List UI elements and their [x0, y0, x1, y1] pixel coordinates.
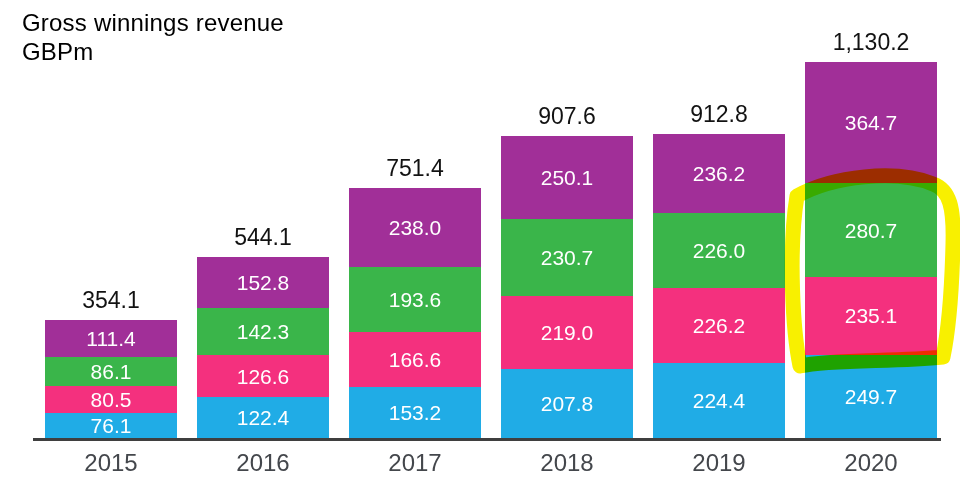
- x-axis-label-2018: 2018: [501, 449, 633, 479]
- segment-value-label: 226.0: [693, 240, 746, 261]
- bar-2017-purple-top-segment: 238.0: [349, 188, 481, 267]
- bar-2016-green-segment: 142.3: [197, 308, 329, 355]
- bar-2019-green-segment: 226.0: [653, 213, 785, 288]
- segment-value-label: 235.1: [845, 305, 898, 326]
- segment-value-label: 236.2: [693, 163, 746, 184]
- segment-value-label: 193.6: [389, 289, 442, 310]
- bar-2018-green-segment: 230.7: [501, 219, 633, 296]
- total-label-2020: 1,130.2: [805, 28, 937, 56]
- bar-2016-blue-bottom-segment: 122.4: [197, 397, 329, 438]
- segment-value-label: 166.6: [389, 349, 442, 370]
- segment-value-label: 142.3: [237, 321, 290, 342]
- total-label-2015: 354.1: [45, 286, 177, 314]
- bar-2019-pink-segment: 226.2: [653, 288, 785, 363]
- total-label-2016: 544.1: [197, 223, 329, 251]
- segment-value-label: 219.0: [541, 322, 594, 343]
- segment-value-label: 207.8: [541, 393, 594, 414]
- x-axis-label-2020: 2020: [805, 449, 937, 479]
- segment-value-label: 152.8: [237, 272, 290, 293]
- segment-value-label: 122.4: [237, 407, 290, 428]
- bar-2018-purple-top-segment: 250.1: [501, 136, 633, 219]
- bar-2017-green-segment: 193.6: [349, 267, 481, 331]
- bars-layer: 76.1 80.5 86.1 111.4 354.1 2015 122.4 126.6 142.…: [0, 0, 960, 485]
- segment-value-label: 249.7: [845, 386, 898, 407]
- segment-value-label: 126.6: [237, 366, 290, 387]
- segment-value-label: 226.2: [693, 315, 746, 336]
- x-axis-label-2015: 2015: [45, 449, 177, 479]
- bar-2019-purple-top-segment: 236.2: [653, 134, 785, 213]
- bar-2020-blue-bottom-segment: 249.7: [805, 355, 937, 438]
- total-label-2017: 751.4: [349, 154, 481, 182]
- bar-2019-blue-bottom-segment: 224.4: [653, 363, 785, 438]
- x-axis-label-2019: 2019: [653, 449, 785, 479]
- segment-value-label: 111.4: [86, 328, 135, 349]
- bar-2020-purple-top-segment: 364.7: [805, 62, 937, 183]
- x-axis-label-2017: 2017: [349, 449, 481, 479]
- segment-value-label: 230.7: [541, 247, 594, 268]
- bar-2018-blue-bottom-segment: 207.8: [501, 369, 633, 438]
- bar-2015-blue-bottom-segment: 76.1: [45, 413, 177, 438]
- bar-2015-green-segment: 86.1: [45, 357, 177, 386]
- bar-2016-purple-top-segment: 152.8: [197, 257, 329, 308]
- bar-2015-purple-top-segment: 111.4: [45, 320, 177, 357]
- segment-value-label: 153.2: [389, 402, 442, 423]
- segment-value-label: 76.1: [91, 415, 132, 436]
- segment-value-label: 364.7: [845, 112, 898, 133]
- segment-value-label: 224.4: [693, 390, 746, 411]
- segment-value-label: 238.0: [389, 217, 442, 238]
- segment-value-label: 280.7: [845, 220, 898, 241]
- bar-2017-pink-segment: 166.6: [349, 332, 481, 387]
- segment-value-label: 80.5: [91, 389, 132, 410]
- bar-2017-blue-bottom-segment: 153.2: [349, 387, 481, 438]
- bar-2020-pink-segment: 235.1: [805, 277, 937, 355]
- segment-value-label: 250.1: [541, 167, 594, 188]
- bar-2018-pink-segment: 219.0: [501, 296, 633, 369]
- segment-value-label: 86.1: [91, 361, 132, 382]
- bar-2016-pink-segment: 126.6: [197, 355, 329, 397]
- chart-canvas: Gross winnings revenue GBPm 76.180.586.1…: [0, 0, 960, 485]
- total-label-2018: 907.6: [501, 102, 633, 130]
- x-axis-line: [33, 438, 941, 441]
- x-axis-label-2016: 2016: [197, 449, 329, 479]
- total-label-2019: 912.8: [653, 100, 785, 128]
- bar-2015-pink-segment: 80.5: [45, 386, 177, 413]
- bar-2020-green-segment: 280.7: [805, 183, 937, 276]
